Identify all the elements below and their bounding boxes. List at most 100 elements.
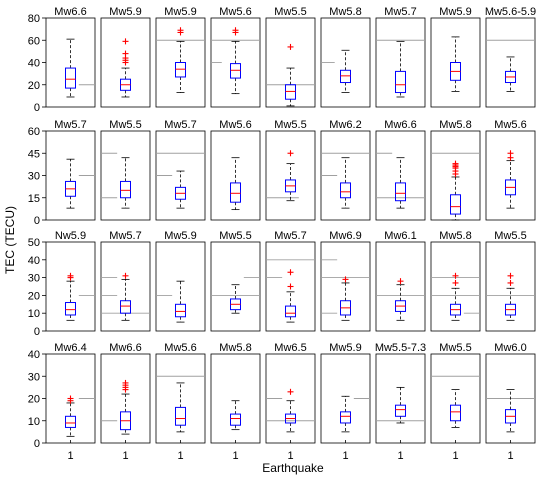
outlier-marker [342, 276, 349, 283]
panel-title: Mw5.8 [439, 230, 471, 242]
y-tick-label: 60 [28, 126, 40, 138]
box-panel: Mw6.0 1 [485, 342, 536, 462]
panel-title: Mw6.2 [329, 119, 361, 131]
y-tick-label: 30 [28, 371, 40, 383]
panel-title: Mw6.5 [274, 342, 306, 354]
outlier-marker [122, 379, 129, 386]
outlier-marker [287, 269, 294, 276]
panel-title: Mw6.9 [329, 230, 361, 242]
y-tick-label: 30 [28, 171, 40, 183]
panel-frame [265, 130, 316, 221]
iqr-box [120, 300, 131, 314]
outlier-marker [287, 283, 294, 290]
panel-title: Mw6.4 [54, 342, 86, 354]
box-panel: Mw5.6 [485, 119, 536, 221]
panel-title: Mw5.7 [384, 6, 416, 18]
box-panel: Mw5.8 1 [210, 342, 261, 462]
y-tick-label: 20 [28, 290, 40, 302]
panel-title: Mw5.8 [329, 6, 361, 18]
iqr-box [65, 415, 76, 428]
outlier-marker [177, 27, 184, 34]
box-panel: Mw5.5 [210, 230, 261, 332]
outlier-marker [397, 278, 404, 285]
panel-title: Mw6.6 [54, 6, 86, 18]
y-tick-label: 40 [28, 255, 40, 267]
panel-row: 010203040Mw6.41Mw6.61Mw5.61Mw5.81Mw6.51M… [28, 342, 536, 462]
panel-title: Mw5.7 [274, 230, 306, 242]
outlier-marker [452, 272, 459, 279]
box-panel: Mw5.5-7.3 1 [375, 342, 426, 462]
box-panel: Nw5.9 [45, 230, 96, 332]
y-tick-label: 40 [28, 349, 40, 361]
iqr-box [395, 70, 406, 94]
outlier-marker [452, 279, 459, 286]
panel-frame [375, 130, 426, 221]
x-tick-label: 1 [122, 450, 128, 462]
panel-frame [100, 353, 151, 444]
iqr-box [340, 411, 351, 424]
panel-title: Mw5.5 [274, 119, 306, 131]
panel-title: Mw6.0 [494, 342, 526, 354]
box-panel: Mw5.9 [155, 6, 206, 108]
panel-title: Mw5.9 [164, 230, 196, 242]
panel-frame [100, 241, 151, 332]
y-tick-label: 20 [28, 394, 40, 406]
outlier-marker [67, 272, 74, 279]
y-tick-label: 10 [28, 308, 40, 320]
y-tick-label: 10 [28, 416, 40, 428]
panel-title: Mw5.6 [219, 6, 251, 18]
iqr-box [340, 182, 351, 199]
panel-title: Mw5.8 [219, 342, 251, 354]
y-tick-label: 30 [28, 273, 40, 285]
x-tick-label: 1 [232, 450, 238, 462]
box-panel: Mw5.7 [100, 230, 151, 332]
iqr-box [230, 413, 241, 426]
iqr-box [230, 63, 241, 79]
outlier-marker [122, 38, 129, 45]
panel-title: Mw5.5 [219, 230, 251, 242]
panel-title: Mw5.5 [439, 342, 471, 354]
y-tick-label: 0 [34, 102, 40, 114]
panel-row: 0 10 20 30 40 50 Nw5.9 Mw5.7 Mw5.9 Mw5.5 Mw5.7 Mw6.… [28, 230, 536, 338]
box-panel: Mw6.4 1 [45, 342, 96, 462]
iqr-box [340, 69, 351, 84]
box-panel: Mw6.9 [320, 230, 371, 332]
panel-title: Mw5.9 [109, 6, 141, 18]
y-tick-label: 0 [34, 215, 40, 227]
box-panel: Mw5.5 [265, 119, 316, 221]
y-tick-label: 50 [28, 237, 40, 249]
panel-row: 0 20 40 60 80 Mw6.6 Mw5.9 Mw5.9 Mw5.6 Mw5.5 Mw5.8 M… [28, 6, 536, 114]
y-tick-label: 0 [34, 438, 40, 450]
iqr-box [395, 404, 406, 417]
outlier-marker [287, 150, 294, 157]
box-panel: Mw5.8 [320, 6, 371, 108]
x-tick-label: 1 [177, 450, 183, 462]
panel-title: Nw5.9 [55, 230, 86, 242]
iqr-box [175, 406, 186, 426]
panel-title: Mw5.9 [329, 342, 361, 354]
y-tick-label: 40 [28, 58, 40, 70]
iqr-box [175, 303, 186, 318]
panel-frame [375, 241, 426, 332]
x-tick-label: 1 [507, 450, 513, 462]
box-panel: Mw5.6-5.9 [485, 6, 536, 108]
outlier-marker [122, 272, 129, 279]
panel-title: Mw5.5 [494, 230, 526, 242]
iqr-box [285, 305, 296, 318]
panel-frame [485, 17, 536, 108]
panel-title: Mw6.6 [109, 342, 141, 354]
panel-title: Mw5.6-5.9 [485, 6, 536, 18]
x-axis-label: Earthquake [262, 461, 324, 475]
panel-title: Mw5.9 [439, 6, 471, 18]
box-panel: Mw6.1 [375, 230, 426, 332]
y-tick-label: 20 [28, 80, 40, 92]
panel-title: Mw5.5-7.3 [375, 342, 426, 354]
iqr-box [175, 62, 186, 78]
box-panel: Mw5.5 [100, 119, 151, 221]
outlier-marker [287, 388, 294, 395]
box-panel: Mw6.6 [375, 119, 426, 221]
panel-title: Mw5.7 [109, 230, 141, 242]
box-panel: Mw5.7 [45, 119, 96, 221]
box-panel: Mw5.5 1 [430, 342, 481, 462]
